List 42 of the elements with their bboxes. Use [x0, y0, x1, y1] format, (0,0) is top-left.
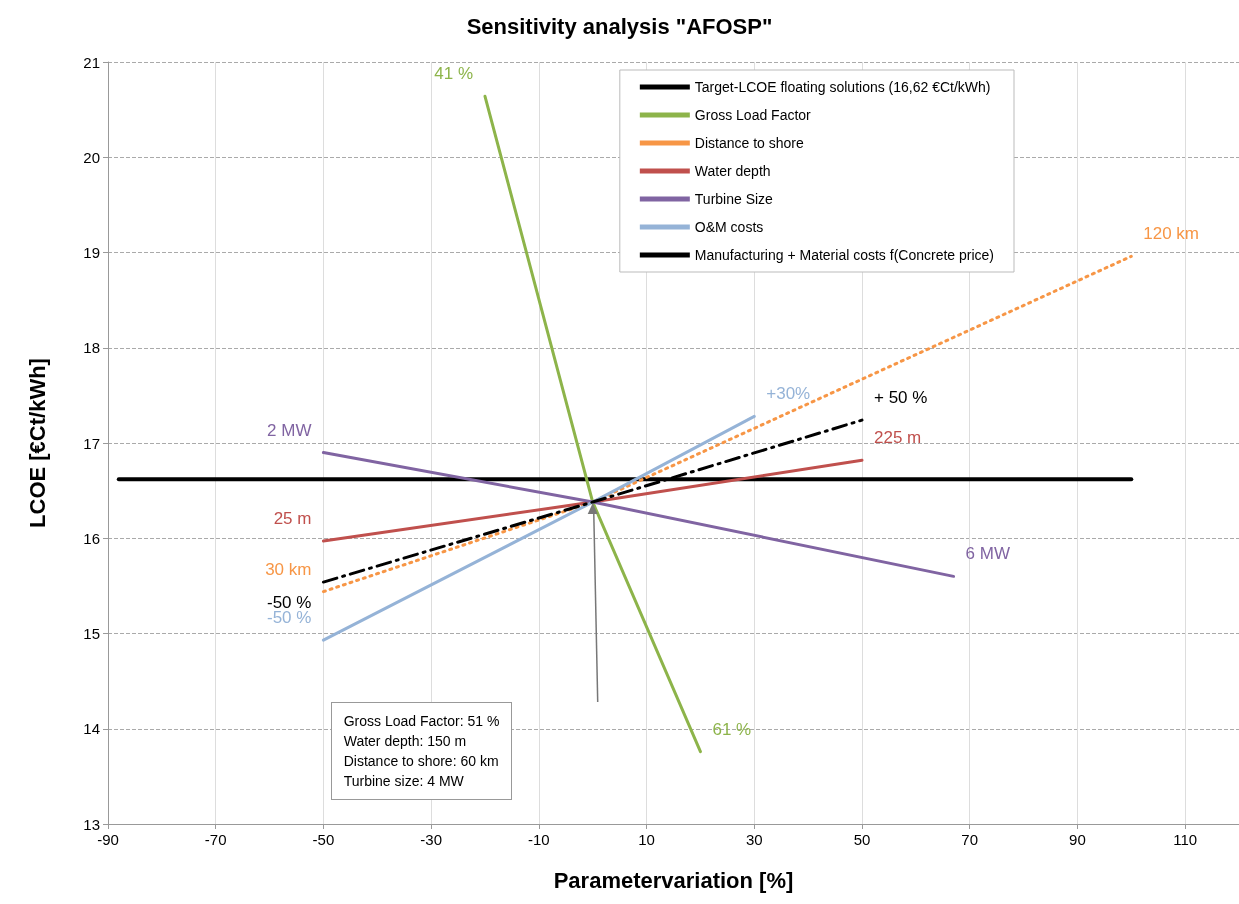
y-axis-title: LCOE [€Ct/kWh] — [24, 358, 50, 528]
annotation: 120 km — [1143, 224, 1200, 244]
y-tick-label: 19 — [83, 244, 100, 261]
annotation: 41 % — [434, 64, 473, 84]
x-tick-label: -50 — [312, 831, 335, 848]
annotation: 225 m — [874, 428, 922, 448]
annotation: Gross Load Factor: 51 % Water depth: 150 m Distance to shore: 60 km Turbine size: 4 MW — [343, 712, 500, 792]
annotation: 2 MW — [267, 420, 312, 440]
x-tick-label: 30 — [745, 831, 763, 848]
y-tick-label: 15 — [83, 625, 100, 642]
annotation: + 50 % — [874, 388, 928, 408]
x-tick-label: 50 — [853, 831, 871, 848]
x-tick-label: -90 — [97, 831, 119, 848]
legend-label: O&M costs — [694, 219, 764, 235]
annotation: +30% — [766, 384, 811, 404]
y-tick-label: 17 — [83, 434, 100, 452]
x-axis-title: Parametervariation [%] — [553, 867, 794, 893]
y-tick-label: 21 — [83, 53, 100, 71]
legend-label: Target-LCOE floating solutions (16,62 €Ct/kWh) — [694, 79, 991, 95]
x-tick-label: 70 — [961, 831, 979, 848]
legend-label: Distance to shore — [694, 135, 804, 151]
annotation: -50 % — [267, 608, 312, 628]
legend-label: Manufacturing + Material costs f(Concrete price) — [694, 247, 995, 263]
annotation: 25 m — [273, 509, 312, 529]
x-tick-label: -70 — [204, 831, 227, 848]
x-tick-label: -30 — [420, 831, 442, 848]
annotation: 6 MW — [965, 544, 1010, 564]
y-tick-label: 14 — [83, 720, 100, 738]
x-tick-label: 90 — [1069, 831, 1086, 848]
chart-title: Sensitivity analysis "AFOSP" — [466, 13, 773, 39]
x-tick-label: -10 — [528, 831, 550, 848]
annotation: 30 km — [265, 559, 312, 579]
legend-label: Water depth — [694, 163, 771, 179]
y-tick-label: 20 — [83, 148, 100, 166]
x-tick-label: 10 — [638, 831, 655, 848]
x-tick-label: 110 — [1173, 831, 1198, 848]
annotation: 61 % — [712, 719, 752, 739]
y-tick-label: 13 — [83, 815, 100, 833]
legend-label: Turbine Size — [694, 191, 774, 207]
legend-label: Gross Load Factor — [694, 107, 812, 123]
y-tick-label: 16 — [83, 529, 100, 547]
y-tick-label: 18 — [83, 339, 100, 357]
